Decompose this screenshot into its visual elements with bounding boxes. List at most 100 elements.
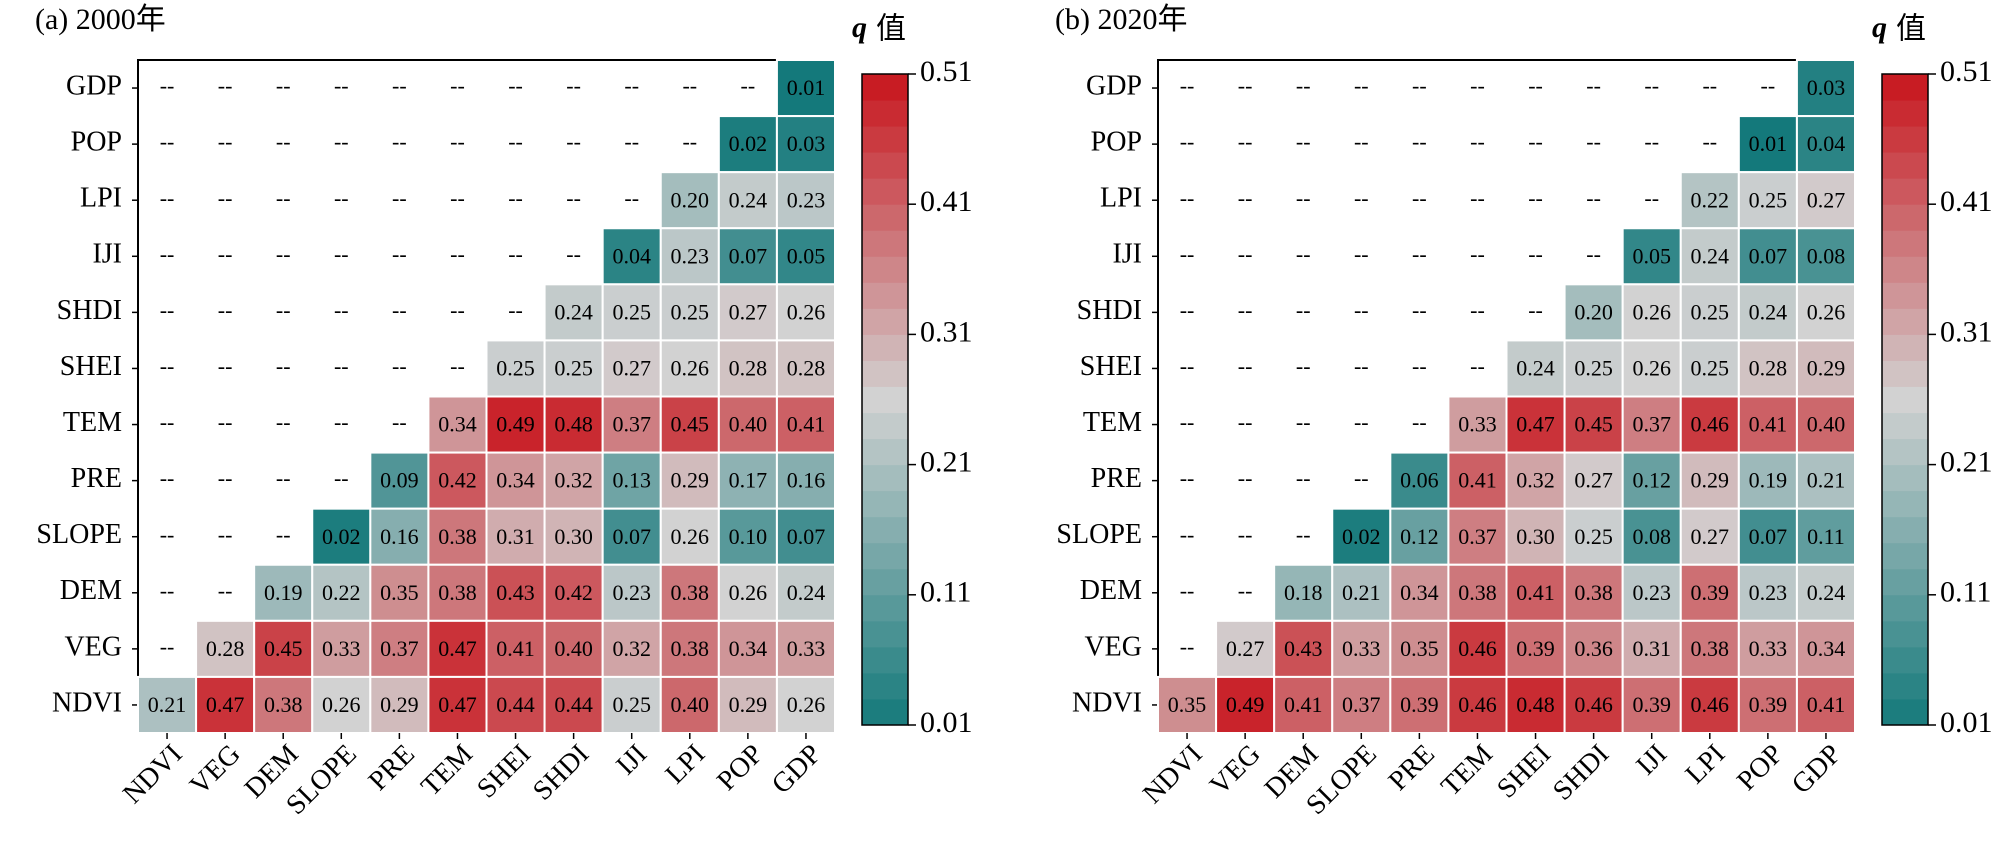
column-label: SHDI [527,739,595,807]
row-label: SHDI [57,295,122,326]
colorbar-frame [1881,73,1929,726]
heat-cell [1389,675,1450,735]
cell-label: 0.07 [729,243,768,268]
empty-cell: -- [1702,129,1717,154]
empty-cell: -- [1528,185,1543,210]
heat-cell [485,339,546,398]
heat-cell [775,563,837,622]
colorbar-band [1882,620,1928,648]
colorbar-band [1882,74,1928,101]
colorbar-band [862,490,908,518]
heat-cell [1505,619,1566,678]
empty-cell: -- [160,466,175,491]
cell-label: 0.48 [554,412,593,437]
empty-cell: -- [1470,73,1485,98]
cell-label: 0.45 [1574,412,1613,437]
heat-cell [1795,563,1856,622]
cell-label: 0.26 [322,692,361,717]
heat-cell [1737,171,1798,230]
column-label: TEM [415,739,479,803]
cell-label: 0.20 [1574,299,1613,324]
empty-cell: -- [160,297,175,322]
empty-cell: -- [1412,297,1427,322]
cell-label: 0.25 [1574,524,1613,549]
cell-label: 0.24 [729,187,768,212]
cell-label: 0.27 [729,299,768,324]
colorbar-symbol: q [852,11,867,44]
heat-cell [427,675,488,735]
row-label: PRE [1091,463,1142,494]
colorbar-band [1882,672,1928,700]
cell-label: 0.38 [1691,636,1730,661]
empty-cell: -- [1644,185,1659,210]
cell-label: 0.40 [671,692,710,717]
empty-cell: -- [1180,578,1195,603]
empty-cell: -- [1644,129,1659,154]
colorbar-band [862,230,908,257]
empty-cell: -- [566,185,581,210]
cell-label: 0.41 [496,636,535,661]
empty-cell: -- [1238,73,1253,98]
cell-label: 0.39 [1691,580,1730,605]
heat-cell [253,563,314,622]
empty-cell: -- [276,241,291,266]
empty-cell: -- [1586,73,1601,98]
colorbar-text: 值 [1896,12,1926,47]
colorbar-band [862,282,908,309]
column-label: NDVI [117,739,188,810]
cell-label: 0.21 [1342,580,1381,605]
colorbar-band [862,152,908,179]
empty-cell: -- [334,410,349,435]
empty-cell: -- [276,73,291,98]
empty-cell: -- [1528,73,1543,98]
row-label: SHEI [60,351,122,382]
colorbar-band [1882,646,1928,674]
row-label: VEG [1084,631,1142,662]
heat-cell [1679,339,1740,398]
empty-cell: -- [392,73,407,98]
cell-label: 0.33 [322,636,361,661]
cell-label: 0.03 [787,131,826,156]
cell-label: 0.16 [380,524,419,549]
empty-cell: -- [218,185,233,210]
cell-label: 0.26 [1807,299,1846,324]
colorbar-band [862,100,908,127]
empty-cell: -- [566,73,581,98]
colorbar-tick-label: 0.31 [920,315,973,348]
cell-label: 0.38 [671,636,710,661]
heat-cell [717,339,778,398]
heat-cell [601,339,662,398]
empty-cell: -- [160,73,175,98]
cell-label: 0.31 [1632,636,1671,661]
empty-cell: -- [1354,129,1369,154]
colorbar-band [1882,594,1928,622]
cell-label: 0.04 [1807,131,1846,156]
row-label: LPI [80,183,122,214]
heat-cell [1389,619,1450,678]
heat-cell [1795,59,1856,118]
empty-cell: -- [450,129,465,154]
empty-cell: -- [276,522,291,547]
empty-cell: -- [1238,522,1253,547]
cell-label: 0.26 [787,692,826,717]
heat-cell [1795,507,1856,566]
colorbar-band [862,542,908,570]
empty-cell: -- [392,129,407,154]
heat-cell [1737,395,1798,454]
colorbar-band [862,178,908,205]
heat-cell [717,171,778,230]
row-label: SHDI [1077,295,1142,326]
empty-cell: -- [1644,73,1659,98]
cell-label: 0.37 [1632,412,1671,437]
empty-cell: -- [1180,410,1195,435]
empty-cell: -- [1354,354,1369,379]
row-label: POP [71,127,122,158]
empty-cell: -- [1470,129,1485,154]
cell-label: 0.08 [1632,524,1671,549]
empty-cell: -- [392,410,407,435]
empty-cell: -- [1238,185,1253,210]
cell-label: 0.23 [1632,580,1671,605]
empty-cell: -- [1238,410,1253,435]
cell-label: 0.44 [496,692,535,717]
empty-cell: -- [218,466,233,491]
